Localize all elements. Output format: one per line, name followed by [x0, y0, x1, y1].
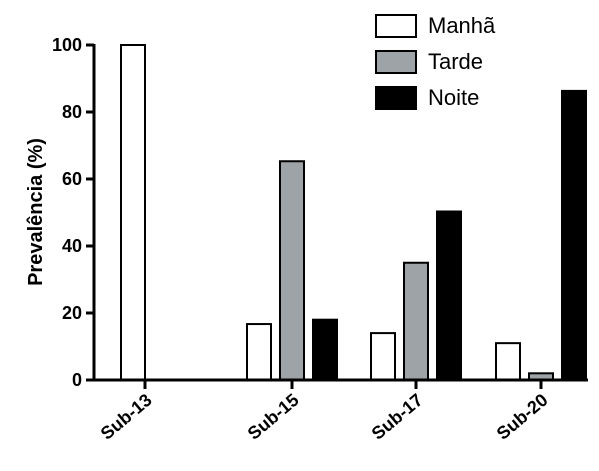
bar-sub-15-0 [246, 323, 272, 381]
x-tick-label-sub-13: Sub-13 [97, 390, 156, 444]
bar-sub-17-1 [403, 261, 429, 381]
bar-sub-13-0 [120, 44, 146, 381]
y-tick-label-0: 0 [72, 370, 82, 390]
y-tick-label-40: 40 [62, 236, 82, 256]
bar-sub-15-1 [279, 160, 305, 381]
bar-sub-17-2 [436, 210, 462, 381]
legend-label-2: Noite [428, 85, 479, 110]
bar-sub-20-2 [561, 89, 587, 382]
legend-swatch-0 [375, 14, 417, 38]
bar-sub-15-2 [312, 318, 338, 382]
bar-sub-20-0 [495, 342, 521, 381]
y-tick-label-100: 100 [52, 35, 82, 55]
legend-label-1: Tarde [428, 49, 483, 74]
y-tick-label-60: 60 [62, 169, 82, 189]
y-tick-label-20: 20 [62, 303, 82, 323]
x-tick-label-sub-20: Sub-20 [493, 390, 552, 444]
x-tick-label-sub-15: Sub-15 [244, 390, 303, 444]
legend-label-0: Manhã [428, 13, 496, 38]
legend-swatch-1 [375, 50, 417, 74]
y-tick-label-80: 80 [62, 102, 82, 122]
legend: Manhã Tarde Noite [375, 13, 496, 110]
legend-swatch-2 [375, 86, 417, 110]
x-tick-label-sub-17: Sub-17 [368, 390, 427, 444]
y-axis-label: Prevalência (%) [25, 138, 47, 286]
bar-sub-17-0 [370, 332, 396, 382]
bars-layer [120, 44, 587, 382]
